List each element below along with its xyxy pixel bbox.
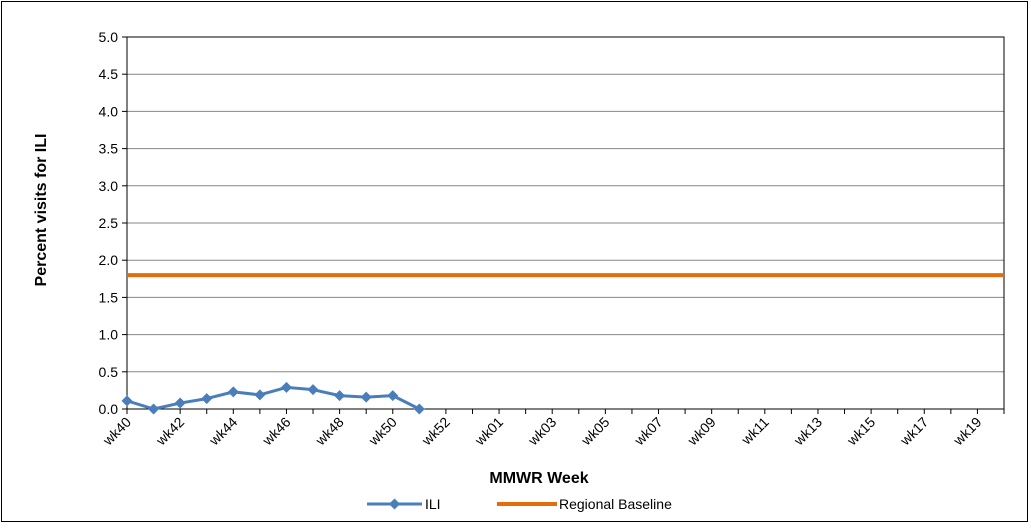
y-tick-label: 0.0 <box>99 401 119 417</box>
legend-ili-marker <box>389 498 400 510</box>
y-tick-label: 2.0 <box>99 252 119 268</box>
series-layer <box>121 273 1004 415</box>
x-tick-label: wk07 <box>631 414 666 449</box>
series-line-ili <box>126 385 421 411</box>
x-tick-label: wk11 <box>738 414 773 449</box>
x-tick-label: wk05 <box>577 414 612 449</box>
data-point-ili <box>334 390 346 402</box>
data-point-ili <box>121 395 133 407</box>
y-axis-ticks: 0.0 0.5 1.0 1.5 2.0 2.5 3.0 3.5 4.0 4.5 5.0 <box>99 29 127 417</box>
y-tick-label: 0.5 <box>99 364 119 380</box>
legend-ili-label: ILI <box>425 496 441 512</box>
y-tick-label: 3.0 <box>99 178 119 194</box>
data-point-ili <box>148 403 160 415</box>
y-axis-title: Percent visits for ILI <box>33 134 50 287</box>
x-tick-label: wk15 <box>843 414 878 449</box>
x-tick-label: wk03 <box>524 414 559 449</box>
x-tick-label: wk01 <box>471 414 506 449</box>
y-tick-label: 1.5 <box>99 289 119 305</box>
x-tick-label: wk42 <box>152 414 187 449</box>
legend-item-ili: ILI <box>367 496 441 512</box>
y-tick-label: 2.5 <box>99 215 119 231</box>
x-axis-title: MMWR Week <box>489 470 588 487</box>
x-tick-label: wk19 <box>949 414 984 449</box>
x-tick-label: wk44 <box>205 414 240 449</box>
legend-baseline-label: Regional Baseline <box>559 496 672 512</box>
x-tick-label: wk09 <box>684 414 719 449</box>
x-tick-label: wk50 <box>365 414 400 449</box>
x-tick-label: wk52 <box>418 414 453 449</box>
y-tick-label: 3.5 <box>99 141 119 157</box>
x-tick-label: wk40 <box>99 414 134 449</box>
data-point-ili <box>174 397 186 409</box>
data-point-ili <box>413 403 425 415</box>
y-tick-label: 5.0 <box>99 29 119 45</box>
x-tick-label: wk17 <box>896 414 931 449</box>
x-tick-label: wk48 <box>312 414 347 449</box>
data-point-ili <box>387 390 399 402</box>
data-point-ili <box>201 393 213 405</box>
y-tick-label: 4.0 <box>99 103 119 119</box>
gridlines <box>127 36 1004 410</box>
data-point-ili <box>360 391 372 403</box>
y-tick-label: 4.5 <box>99 66 119 82</box>
x-tick-label: wk13 <box>790 414 825 449</box>
data-point-ili <box>280 381 292 393</box>
y-tick-label: 1.0 <box>99 327 119 343</box>
legend: ILI Regional Baseline <box>367 496 672 512</box>
data-point-ili <box>307 384 319 396</box>
x-axis-ticks: wk40 wk42 wk44 wk46 wk48 wk50 wk52 wk01 wk03 wk05… <box>99 409 1005 449</box>
data-point-ili <box>227 386 239 398</box>
legend-item-regional-baseline: Regional Baseline <box>497 496 672 512</box>
data-point-ili <box>254 389 266 401</box>
x-tick-label: wk46 <box>258 414 293 449</box>
